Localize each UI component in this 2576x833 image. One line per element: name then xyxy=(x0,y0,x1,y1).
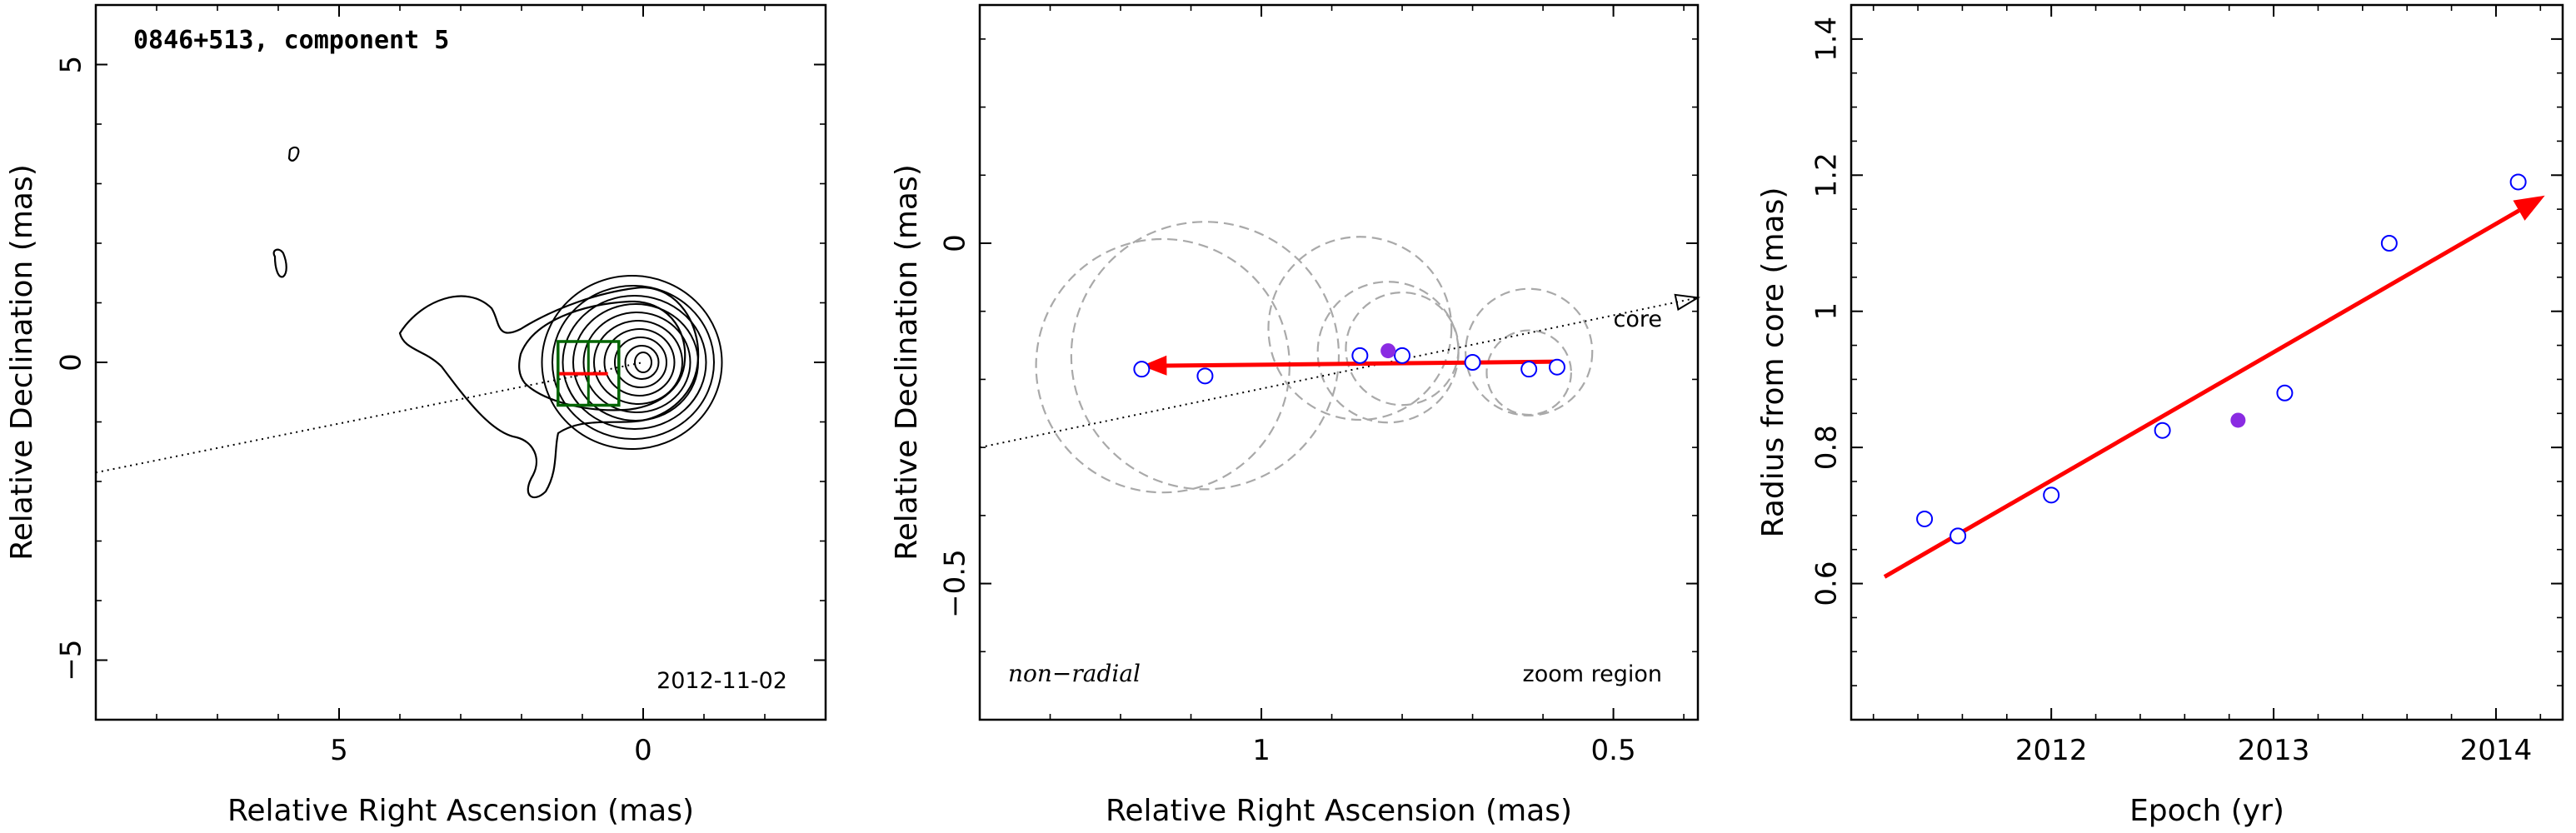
panel1-ticks: 5 0 5 0 −5 xyxy=(55,4,826,767)
panel2-plot-area xyxy=(980,221,1698,494)
panel3-ylabel: Radius from core (mas) xyxy=(1756,187,1790,538)
zoom-region-panel: 1 0.5 0 −0.5 core non−radial zoom region Re… xyxy=(890,3,1700,828)
contour-ring xyxy=(541,275,723,450)
core-direction-line xyxy=(980,297,1698,449)
y-tick-label: 1 xyxy=(1810,302,1844,321)
y-tick-label: 5 xyxy=(55,56,88,74)
radius-point xyxy=(2154,421,2171,439)
panel1-ylabel: Relative Declination (mas) xyxy=(5,164,39,561)
radius-point xyxy=(2043,486,2060,504)
panel1-xlabel: Relative Right Ascension (mas) xyxy=(227,794,694,828)
panel-title: 0846+513, component 5 xyxy=(133,26,449,55)
radius-point xyxy=(1949,527,1967,545)
contour-ring xyxy=(572,303,699,421)
panel3-frame xyxy=(1850,3,2564,721)
panel3-xlabel: Epoch (yr) xyxy=(2129,794,2284,828)
contour-map xyxy=(272,146,700,499)
x-tick-label: 2013 xyxy=(2238,734,2310,767)
radius-points xyxy=(1916,173,2527,545)
x-tick-label: 1 xyxy=(1252,734,1271,767)
vlbi-map-panel: 5 050−5 0846+513, component 5 2012-11-02 … xyxy=(5,3,827,828)
y-tick-label: 1.4 xyxy=(1810,17,1844,62)
panel3-plot-area xyxy=(1883,173,2527,579)
position-point xyxy=(1196,367,1214,385)
y-tick-label: 0 xyxy=(939,234,972,252)
y-tick-label: 0.6 xyxy=(1810,561,1844,606)
position-point xyxy=(1520,361,1538,378)
y-tick-label: 1.2 xyxy=(1810,152,1844,197)
core-direction-line xyxy=(96,362,644,474)
radius-epoch-panel: 2012 2013 2014 0.6 0.8 1 1.2 1.4 Epoch (yr) Rad… xyxy=(1756,3,2564,828)
y-tick-label: 0 xyxy=(55,353,88,372)
highlighted-point xyxy=(2230,412,2246,428)
fit-circle xyxy=(1465,287,1594,416)
fit-circle xyxy=(1485,329,1572,416)
contour-ring xyxy=(634,352,652,373)
position-point xyxy=(1133,361,1151,378)
x-tick-label: 2012 xyxy=(2015,734,2088,767)
y-tick-label: −0.5 xyxy=(939,549,972,618)
panel1-frame xyxy=(94,3,827,721)
panel2-xlabel: Relative Right Ascension (mas) xyxy=(1106,794,1572,828)
contour-island-1 xyxy=(272,248,287,278)
core-direction-arrowhead xyxy=(1674,293,1700,312)
observation-date: 2012-11-02 xyxy=(656,668,787,694)
panel2-frame xyxy=(978,3,1700,721)
highlighted-point xyxy=(1380,343,1396,359)
position-point xyxy=(1464,354,1481,371)
contour-ring xyxy=(603,328,676,397)
position-point xyxy=(1394,347,1411,364)
panel1-plot-area xyxy=(96,146,723,499)
y-tick-label: 0.8 xyxy=(1810,425,1844,470)
y-tick-label: −5 xyxy=(55,639,88,681)
contour-island-2 xyxy=(287,146,300,162)
fit-circles xyxy=(1035,221,1594,494)
zoom-region-label: zoom region xyxy=(1523,661,1662,687)
contour-ring xyxy=(593,320,683,405)
fit-circle xyxy=(1267,236,1453,421)
x-tick-label: 5 xyxy=(330,734,348,767)
position-point xyxy=(1548,358,1565,376)
non-radial-label: non−radial xyxy=(1008,660,1141,687)
radius-point xyxy=(2380,235,2398,252)
position-points xyxy=(1133,343,1565,385)
contour-ring xyxy=(614,337,667,388)
contour-ring xyxy=(624,345,660,380)
fit-circle xyxy=(1345,291,1460,407)
trajectory-arrowhead xyxy=(1141,355,1167,376)
trend-arrow xyxy=(1883,208,2520,579)
x-tick-label: 2014 xyxy=(2460,734,2533,767)
panel3-ticks: 2012 2013 2014 0.6 0.8 1 1.2 1.4 xyxy=(1810,4,2563,767)
contour-ring xyxy=(552,285,715,440)
core-label: core xyxy=(1614,307,1662,332)
x-tick-label: 0 xyxy=(634,734,652,767)
contour-ring xyxy=(562,295,707,430)
panel2-ylabel: Relative Declination (mas) xyxy=(890,164,924,561)
position-point xyxy=(1351,347,1369,364)
radius-point xyxy=(2276,384,2294,402)
contour-ring xyxy=(582,312,691,413)
panel2-ticks: 1 0.5 0 −0.5 xyxy=(939,5,1698,767)
trend-arrowhead xyxy=(2513,195,2545,221)
contour-rings xyxy=(541,275,723,450)
radius-point xyxy=(2509,173,2527,191)
radius-point xyxy=(1916,510,1934,527)
fit-circle xyxy=(1070,221,1340,491)
x-tick-label: 0.5 xyxy=(1591,734,1636,767)
